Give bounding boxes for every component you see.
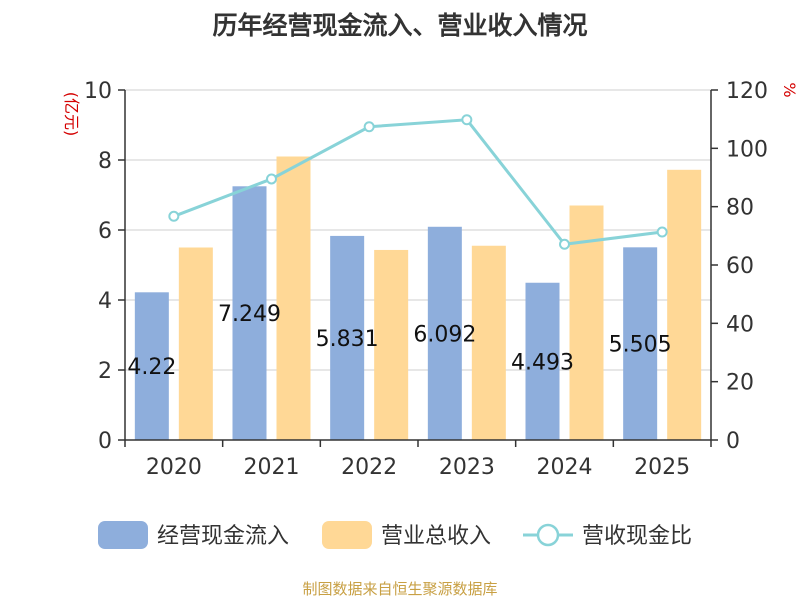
data-label: 7.249 — [218, 302, 281, 327]
bar-revenue — [374, 249, 409, 440]
line-point — [168, 210, 180, 222]
x-tick-label: 2022 — [341, 455, 397, 480]
line-point — [656, 226, 668, 238]
y-left-unit: (亿元) — [62, 92, 81, 137]
left-tick-label: 10 — [84, 79, 112, 104]
chart-title: 历年经营现金流入、营业收入情况 — [212, 11, 588, 40]
bar-revenue — [178, 247, 213, 440]
legend-swatch-cash-inflow — [98, 521, 148, 549]
data-label: 4.22 — [127, 355, 176, 380]
line-ratio — [173, 118, 663, 246]
legend-marker-ratio — [536, 523, 560, 547]
bar-cash-inflow — [134, 292, 169, 440]
line-point — [266, 173, 277, 185]
right-tick-label: 100 — [726, 137, 768, 162]
left-tick-label: 6 — [98, 219, 112, 244]
legend-label: 经营现金流入 — [157, 524, 289, 549]
bar-revenue — [276, 156, 311, 440]
bar-cash-inflow — [232, 186, 267, 440]
bar-cash-inflow — [525, 282, 560, 440]
line-point — [363, 121, 375, 133]
x-tick-label: 2023 — [439, 455, 495, 480]
bar-revenue — [569, 205, 604, 440]
left-tick-label: 8 — [98, 149, 112, 174]
data-label: 5.505 — [609, 333, 672, 358]
data-label: 6.092 — [413, 322, 476, 347]
right-tick-label: 20 — [726, 371, 754, 396]
y-right-unit: % — [780, 82, 799, 97]
right-tick-label: 120 — [726, 79, 768, 104]
bar-cash-inflow — [427, 226, 462, 440]
legend-label: 营收现金比 — [582, 524, 692, 549]
x-tick-label: 2024 — [537, 455, 593, 480]
left-tick-label: 0 — [98, 429, 112, 454]
data-label: 4.493 — [511, 350, 574, 375]
bar-cash-inflow — [330, 235, 365, 440]
source-note: 制图数据来自恒生聚源数据库 — [302, 580, 498, 598]
line-point — [461, 114, 473, 126]
legend-label: 营业总收入 — [381, 524, 491, 549]
right-tick-label: 0 — [726, 429, 740, 454]
legend-swatch-revenue — [322, 521, 372, 549]
right-tick-label: 60 — [726, 254, 754, 279]
left-tick-label: 4 — [98, 289, 112, 314]
x-tick-label: 2025 — [634, 455, 690, 480]
bar-cash-inflow — [623, 247, 658, 440]
right-tick-label: 40 — [726, 312, 754, 337]
right-tick-label: 80 — [726, 196, 754, 221]
left-tick-label: 2 — [98, 359, 112, 384]
data-label: 5.831 — [316, 327, 379, 352]
bar-revenue — [667, 169, 702, 441]
x-tick-label: 2020 — [146, 455, 202, 480]
bar-revenue — [471, 245, 506, 440]
x-tick-label: 2021 — [244, 455, 300, 480]
line-point — [559, 238, 570, 250]
